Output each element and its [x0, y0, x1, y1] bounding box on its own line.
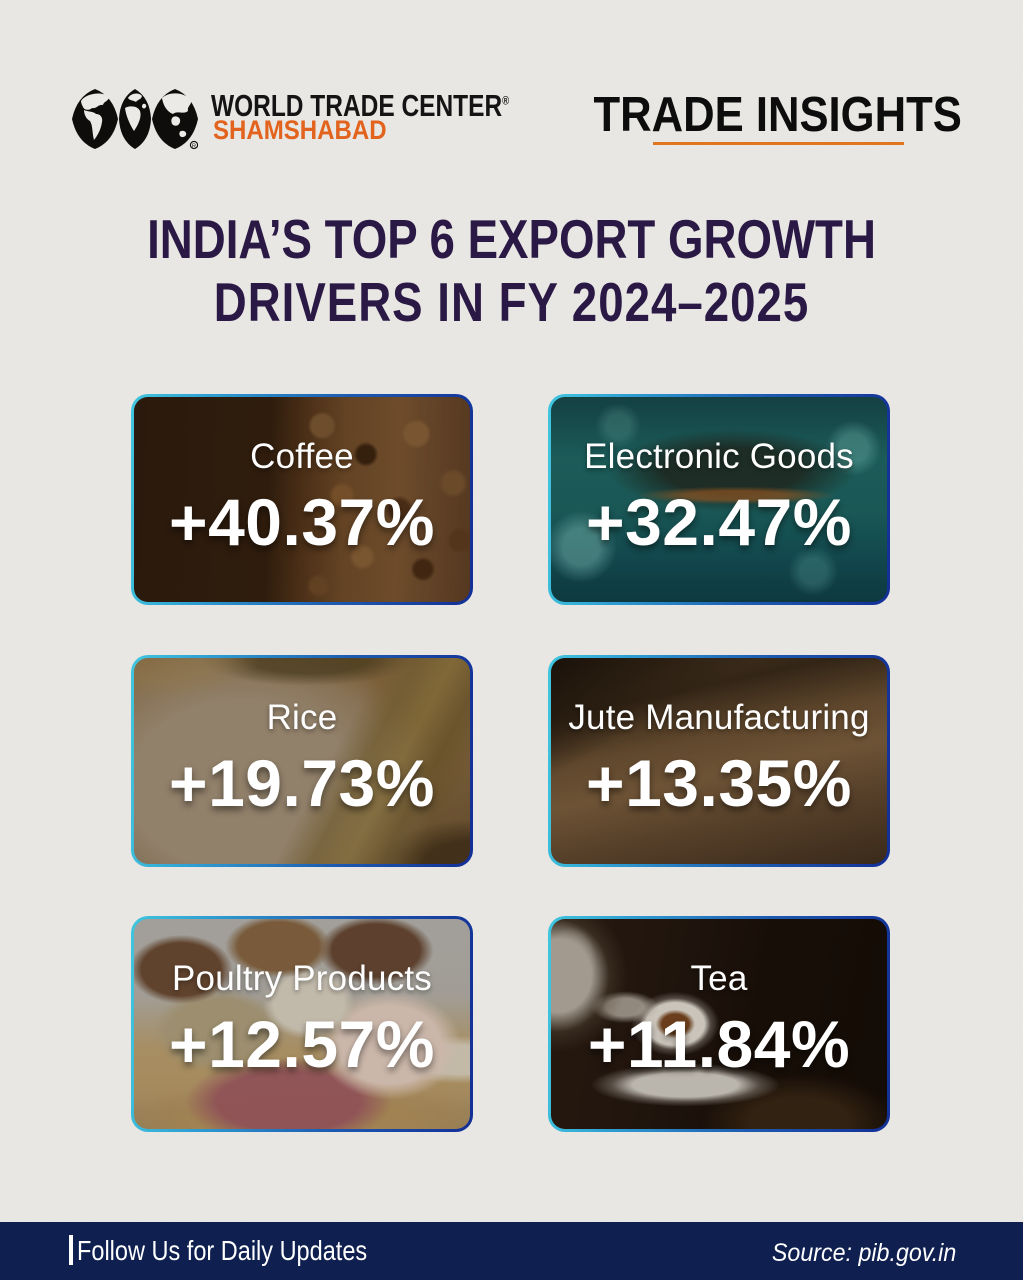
- svg-text:R: R: [192, 143, 196, 149]
